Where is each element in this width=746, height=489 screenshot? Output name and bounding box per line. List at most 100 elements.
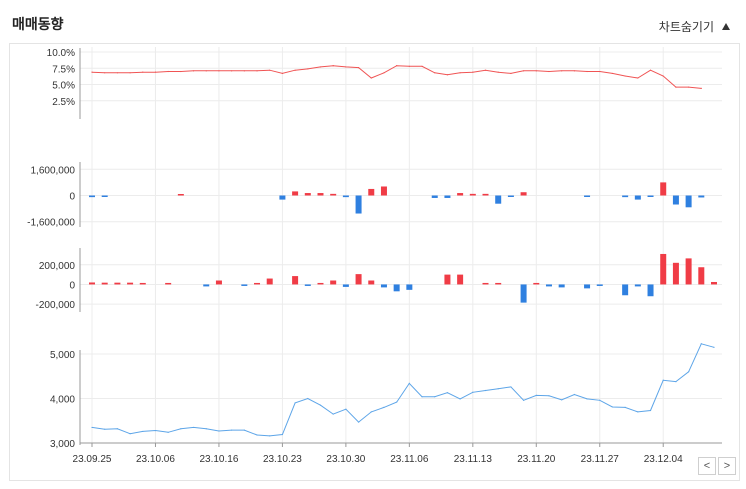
hide-chart-toggle[interactable]: 차트숨기기 — [659, 18, 730, 35]
x-tick-label: 23.10.30 — [326, 454, 365, 465]
bar — [177, 194, 184, 196]
data-point — [573, 393, 575, 396]
data-point — [611, 406, 614, 408]
x-tick-label: 23.09.25 — [73, 454, 112, 465]
data-point — [599, 70, 601, 73]
x-tick-label: 23.11.06 — [390, 454, 429, 465]
bar — [647, 284, 654, 297]
bar — [330, 280, 337, 285]
x-tick-label: 23.11.20 — [517, 454, 556, 465]
data-point — [167, 431, 169, 433]
data-point — [243, 429, 245, 431]
bar — [330, 193, 337, 196]
data-point — [167, 70, 169, 73]
data-point — [218, 430, 220, 432]
bar — [622, 195, 629, 198]
bar — [698, 195, 705, 198]
data-point — [243, 70, 245, 72]
bar — [711, 281, 717, 285]
bar — [457, 193, 464, 196]
bar — [634, 195, 641, 200]
data-point — [662, 379, 664, 381]
data-point — [688, 371, 690, 373]
data-point — [459, 398, 461, 400]
bar — [89, 195, 95, 198]
x-tick-label: 23.12.04 — [644, 454, 683, 465]
bar — [304, 284, 311, 286]
bar — [660, 182, 667, 196]
bar — [444, 195, 451, 198]
data-point — [599, 399, 601, 401]
next-button[interactable]: > — [718, 457, 736, 475]
data-point — [510, 72, 512, 75]
data-point — [637, 77, 639, 79]
prev-button[interactable]: < — [698, 457, 716, 475]
data-point — [129, 433, 131, 435]
data-point — [484, 389, 487, 392]
y-tick-label: 0 — [69, 192, 75, 203]
data-point — [180, 70, 182, 73]
data-point — [472, 71, 474, 73]
data-point — [484, 69, 487, 71]
data-point — [561, 70, 563, 72]
bar — [457, 274, 464, 285]
data-point — [700, 343, 702, 345]
data-point — [256, 434, 258, 436]
bar — [698, 267, 705, 285]
bar — [292, 276, 299, 285]
bar — [685, 195, 692, 208]
data-point — [91, 426, 93, 429]
data-point — [586, 70, 588, 73]
data-point — [116, 428, 118, 430]
bar — [431, 195, 438, 198]
data-point — [624, 75, 626, 77]
data-point — [294, 69, 296, 71]
bar — [520, 192, 527, 196]
bar — [380, 284, 387, 288]
bar — [660, 253, 667, 285]
bar — [254, 282, 261, 285]
data-point — [383, 72, 385, 74]
data-point — [142, 430, 144, 433]
data-point — [522, 399, 525, 401]
data-point — [281, 72, 284, 75]
data-point — [408, 65, 410, 67]
x-tick-label: 23.11.27 — [581, 454, 620, 465]
data-point — [192, 70, 195, 72]
y-tick-label: 2.5% — [52, 97, 75, 108]
y-tick-label: 5.0% — [52, 81, 75, 92]
bar — [139, 282, 146, 285]
data-point — [154, 71, 157, 73]
data-point — [205, 428, 207, 430]
series-line — [91, 343, 715, 437]
bar — [368, 280, 375, 285]
data-point — [205, 70, 207, 72]
y-tick-label: 1,600,000 — [31, 165, 76, 176]
bar — [380, 186, 387, 196]
bar — [469, 193, 476, 196]
data-point — [357, 421, 360, 423]
data-point — [319, 404, 322, 406]
data-point — [192, 426, 195, 429]
bar — [355, 274, 362, 285]
data-point — [421, 65, 423, 67]
bar — [101, 282, 108, 285]
data-point — [434, 72, 436, 74]
x-tick-label: 23.11.13 — [454, 454, 493, 465]
x-tick-label: 23.10.06 — [136, 454, 175, 465]
page-title: 매매동향 — [12, 16, 64, 32]
y-tick-label: 5,000 — [50, 350, 75, 361]
bar — [317, 193, 324, 196]
bar — [685, 258, 692, 285]
bar — [672, 195, 679, 205]
bar — [114, 282, 121, 285]
bar — [266, 278, 273, 285]
data-point — [256, 70, 258, 72]
data-point — [408, 382, 410, 384]
data-point — [624, 406, 626, 408]
data-point — [307, 397, 309, 400]
data-point — [129, 72, 131, 74]
data-point — [294, 402, 296, 404]
data-point — [396, 65, 398, 67]
bar — [672, 262, 679, 285]
